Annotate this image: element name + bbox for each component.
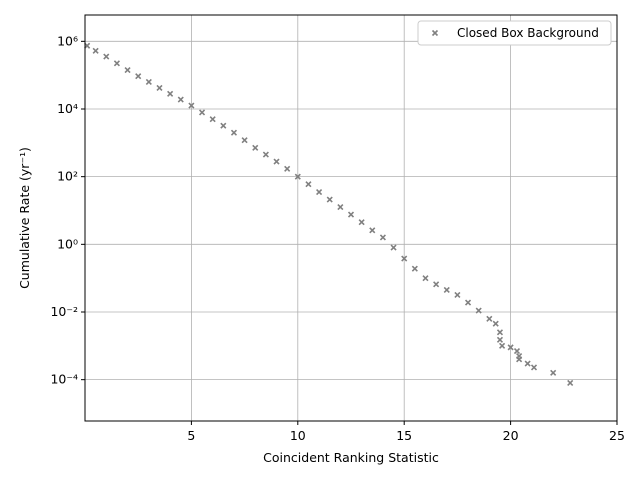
scatter-point: [486, 315, 493, 322]
scatter-point: [524, 360, 531, 367]
scatter-point: [550, 369, 557, 376]
scatter-point: [507, 344, 514, 351]
scatter-point: [294, 173, 301, 180]
legend-box: [417, 20, 612, 46]
scatter-point: [177, 96, 184, 103]
scatter-point: [241, 137, 248, 144]
y-tick-label: 10⁰: [57, 236, 78, 251]
scatter-point: [516, 356, 523, 363]
scatter-point: [513, 348, 521, 355]
scatter-point: [358, 219, 365, 226]
scatter-point: [496, 329, 504, 336]
scatter-point: [369, 227, 376, 234]
x-tick-label: 15: [396, 428, 412, 443]
scatter-point: [567, 379, 574, 387]
scatter-point: [284, 165, 291, 172]
scatter-point: [145, 78, 152, 86]
x-tick-label: 25: [609, 428, 625, 443]
scatter-point: [92, 47, 99, 54]
scatter-point: [316, 189, 323, 196]
scatter-point: [252, 144, 259, 151]
y-tick-label: 10⁻²: [50, 304, 78, 319]
legend-marker: [431, 29, 439, 37]
scatter-point: [103, 53, 110, 60]
scatter-point: [401, 255, 408, 262]
scatter-point: [305, 181, 312, 188]
plot-frame: [84, 14, 618, 422]
scatter-point: [411, 265, 418, 272]
legend-label: Closed Box Background: [457, 26, 599, 40]
scatter-point: [475, 307, 482, 314]
scatter-point: [262, 151, 269, 158]
scatter-point: [492, 320, 499, 327]
scatter-point: [230, 129, 238, 136]
scatter-point: [273, 158, 280, 165]
y-tick-label: 10⁴: [57, 101, 78, 116]
scatter-point: [496, 336, 504, 343]
scatter-point: [379, 234, 386, 241]
x-axis-label: Coincident Ranking Statistic: [263, 450, 439, 465]
scatter-point: [422, 275, 429, 282]
scatter-point: [113, 60, 120, 67]
scatter-point: [188, 102, 195, 109]
scatter-point: [337, 204, 344, 211]
scatter-point: [135, 73, 142, 80]
scatter-point: [433, 281, 440, 288]
scatter-point: [454, 291, 461, 298]
scatter-point: [443, 286, 450, 293]
scatter-point: [347, 211, 355, 218]
scatter-point: [156, 84, 163, 91]
scatter-point: [326, 196, 333, 203]
y-tick-label: 10⁻⁴: [50, 372, 78, 387]
y-tick-label: 10²: [57, 169, 78, 184]
scatter-point: [167, 90, 174, 97]
scatter-point: [198, 109, 206, 116]
y-axis-label: Cumulative Rate (yr⁻¹): [17, 147, 32, 289]
x-tick-label: 5: [187, 428, 195, 443]
scatter-point: [220, 122, 227, 129]
y-tick-label: 10⁶: [57, 33, 78, 48]
scatter-point: [124, 67, 131, 74]
scatter-point: [390, 244, 397, 251]
x-tick-label: 10: [290, 428, 306, 443]
scatter-point: [530, 364, 538, 371]
scatter-point: [464, 299, 472, 306]
scatter-point: [499, 342, 506, 349]
x-tick-label: 20: [503, 428, 519, 443]
scatter-point: [209, 116, 216, 123]
